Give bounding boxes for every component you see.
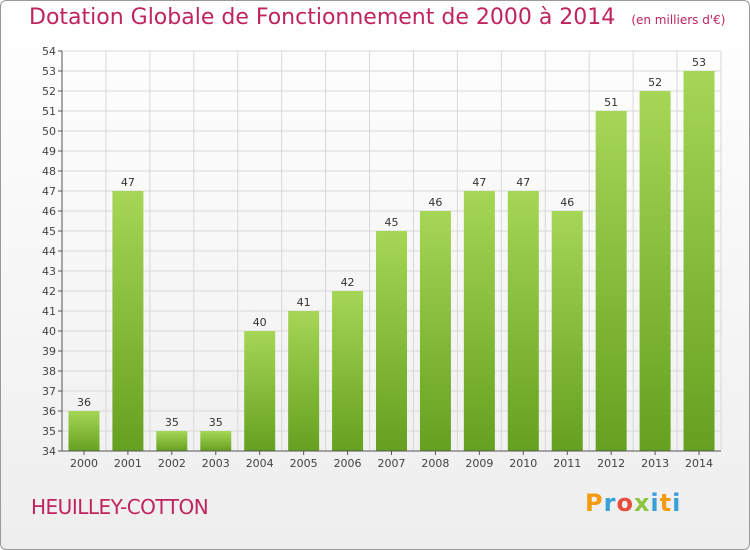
y-tick-label: 41	[42, 305, 56, 318]
y-tick-label: 38	[42, 365, 56, 378]
data-label: 45	[385, 216, 399, 229]
bar	[639, 91, 671, 451]
bar	[551, 211, 583, 451]
data-label: 40	[253, 316, 267, 329]
y-tick-label: 45	[42, 225, 56, 238]
chart-subtitle: (en milliers d'€)	[631, 13, 726, 27]
data-label: 47	[121, 176, 135, 189]
bar	[683, 71, 715, 451]
data-label: 53	[692, 56, 706, 69]
bar	[244, 331, 276, 451]
y-tick-label: 44	[42, 245, 56, 258]
data-label: 36	[77, 396, 91, 409]
y-tick-label: 53	[42, 65, 56, 78]
y-tick-label: 47	[42, 185, 56, 198]
data-label: 51	[604, 96, 618, 109]
data-label: 46	[560, 196, 574, 209]
x-tick-label: 2013	[641, 457, 669, 470]
data-label: 35	[209, 416, 223, 429]
y-tick-label: 35	[42, 425, 56, 438]
data-labels: 36 47 35 35 40 41 42 45 46 47 47 46 51 52 53	[77, 56, 706, 429]
y-tick-label: 36	[42, 405, 56, 418]
title-row: Dotation Globale de Fonctionnement de 20…	[29, 5, 725, 30]
data-label: 52	[648, 76, 662, 89]
y-tick-label: 42	[42, 285, 56, 298]
x-tick-label: 2011	[553, 457, 581, 470]
proxiti-logo: Proxiti	[585, 489, 682, 517]
y-tick-label: 50	[42, 125, 56, 138]
bar	[332, 291, 364, 451]
data-label: 46	[428, 196, 442, 209]
x-tick-label: 2005	[290, 457, 318, 470]
y-tick-label: 51	[42, 105, 56, 118]
x-tick-label: 2002	[158, 457, 186, 470]
bar	[156, 431, 188, 451]
x-tick-label: 2000	[70, 457, 98, 470]
bar	[419, 211, 451, 451]
bars	[68, 71, 715, 451]
x-tick-label: 2004	[246, 457, 274, 470]
x-tick-label: 2010	[509, 457, 537, 470]
y-tick-label: 49	[42, 145, 56, 158]
y-tick-label: 37	[42, 385, 56, 398]
y-tick-label: 46	[42, 205, 56, 218]
x-tick-label: 2012	[597, 457, 625, 470]
bar	[463, 191, 495, 451]
y-tick-label: 54	[42, 45, 56, 58]
x-tick-label: 2009	[465, 457, 493, 470]
bar	[288, 311, 320, 451]
chart-title: Dotation Globale de Fonctionnement de 20…	[29, 5, 616, 30]
x-tick-label: 2008	[421, 457, 449, 470]
bar	[200, 431, 232, 451]
y-tick-label: 52	[42, 85, 56, 98]
data-label: 47	[472, 176, 486, 189]
y-tick-label: 39	[42, 345, 56, 358]
y-tick-label: 40	[42, 325, 56, 338]
y-tick-label: 43	[42, 265, 56, 278]
axes: 34 35 36 37 38 39 40 41 42 43 44 45 46 47 48 49 50 51 52 53…	[42, 45, 721, 470]
bar	[68, 411, 100, 451]
bar	[507, 191, 539, 451]
bar	[112, 191, 144, 451]
x-tick-label: 2006	[334, 457, 362, 470]
x-tick-label: 2014	[685, 457, 713, 470]
x-tick-label: 2007	[378, 457, 406, 470]
data-label: 42	[341, 276, 355, 289]
y-tick-label: 48	[42, 165, 56, 178]
data-label: 35	[165, 416, 179, 429]
town-name: HEUILLEY-COTTON	[31, 495, 209, 519]
x-tick-label: 2003	[202, 457, 230, 470]
bar	[376, 231, 407, 451]
bar	[595, 111, 627, 451]
data-label: 41	[297, 296, 311, 309]
y-tick-label: 34	[42, 445, 56, 458]
x-tick-label: 2001	[114, 457, 142, 470]
data-label: 47	[516, 176, 530, 189]
